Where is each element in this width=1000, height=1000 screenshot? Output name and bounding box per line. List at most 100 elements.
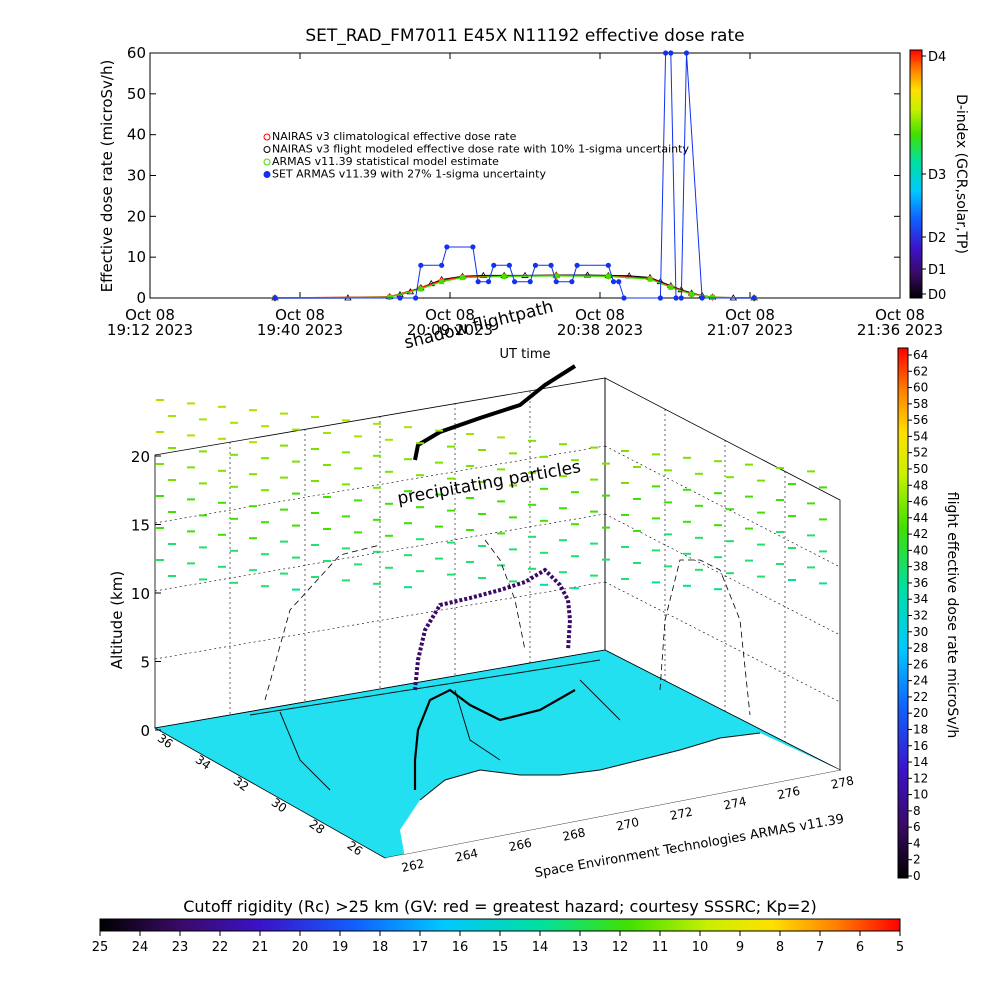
y-tick-label: 20: [127, 207, 146, 225]
dose-rate-tick-label: 52: [913, 446, 928, 460]
longitude-tick-label: 266: [508, 836, 533, 854]
rigidity-tick-label: 12: [612, 940, 629, 955]
dose-rate-tick-label: 12: [913, 771, 928, 785]
legend-marker: [263, 158, 271, 166]
dose-rate-tick-label: 62: [913, 364, 928, 378]
data-point: [511, 279, 518, 285]
data-point: [548, 262, 554, 268]
annotation-precipitating-particles: precipitating particles: [396, 457, 583, 509]
dose-rate-tick-label: 38: [913, 560, 928, 574]
rigidity-tick-label: 15: [492, 940, 509, 955]
rigidity-tick-label: 22: [212, 940, 229, 955]
data-point: [610, 279, 617, 285]
data-point: [668, 284, 674, 290]
y-tick-label: 0: [136, 289, 146, 307]
data-point: [569, 279, 575, 285]
longitude-tick-label: 264: [454, 846, 479, 864]
data-point: [678, 295, 684, 301]
dose-rate-tick-label: 64: [913, 348, 928, 362]
legend-marker: [263, 146, 271, 153]
data-point: [663, 50, 669, 56]
rigidity-tick-label: 8: [776, 940, 784, 955]
d-index-colorbar: [909, 49, 923, 299]
dose-rate-colorbar: [897, 347, 909, 879]
dose-rate-tick-label: 36: [913, 576, 928, 590]
data-point: [699, 295, 705, 301]
legend-entry: NAIRAS v3 climatological effective dose …: [272, 130, 517, 143]
data-point: [583, 271, 592, 278]
longitude-tick-label: 262: [400, 856, 425, 874]
dose-rate-tick-label: 40: [913, 543, 928, 557]
data-point: [470, 244, 476, 250]
altitude-ticks: 0 5 10 15 20: [131, 448, 161, 740]
dose-rate-tick-label: 8: [913, 804, 921, 818]
dose-rate-tick-label: 10: [913, 788, 928, 802]
dose-rate-colorbar-label: flight effective dose rate microSv/h: [944, 492, 960, 738]
data-point: [460, 275, 465, 281]
series-line: [274, 274, 755, 299]
rigidity-tick-label: 6: [856, 940, 864, 955]
longitude-tick-label: 270: [615, 815, 640, 833]
data-point: [418, 286, 424, 292]
rigidity-colorbar-ticks: 25 24 23 22 21 20 19 18 17 16 15 14 13 12 11 10 9 8 7 6 5: [92, 931, 904, 955]
rigidity-tick-label: 19: [332, 940, 349, 955]
legend-marker: [263, 171, 271, 178]
dose-rate-tick-label: 20: [913, 706, 928, 720]
x-tick-label: Oct 08: [425, 306, 475, 324]
data-point: [751, 295, 757, 301]
data-point: [418, 262, 424, 268]
legend-entry: ARMAS v11.39 statistical model estimate: [272, 155, 499, 168]
dose-rate-tick-label: 0: [913, 869, 921, 883]
d-index-tick-label: D4: [928, 50, 946, 65]
dose-rate-tick-label: 2: [913, 853, 921, 867]
data-point: [475, 279, 481, 285]
d-index-tick-label: D0: [928, 288, 946, 303]
d-index-tick-label: D2: [928, 231, 946, 246]
dose-rate-tick-label: 34: [913, 592, 928, 606]
rigidity-tick-label: 9: [736, 940, 744, 955]
x-tick-label: 20:38 2023: [557, 321, 643, 339]
shadow-flightpath: [413, 688, 576, 790]
legend-entry: SET ARMAS v11.39 with 27% 1-sigma uncert…: [272, 168, 546, 181]
data-point: [532, 262, 539, 268]
dose-rate-tick-label: 18: [913, 722, 928, 736]
rigidity-tick-label: 11: [652, 940, 669, 955]
data-point: [439, 262, 445, 268]
series-line: [275, 52, 755, 299]
rigidity-tick-label: 18: [372, 940, 389, 955]
data-point: [616, 279, 622, 285]
data-point: [501, 273, 507, 279]
altitude-tick-label: 15: [131, 517, 150, 535]
rigidity-colorbar: [99, 918, 901, 932]
dose-rate-tick-label: 50: [913, 462, 928, 476]
dose-rate-tick-label: 58: [913, 397, 928, 411]
flight-path-3d: [413, 567, 573, 691]
d-index-tick-label: D1: [928, 263, 946, 278]
x-tick-label: Oct 08: [125, 306, 175, 324]
altitude-tick-label: 10: [131, 585, 150, 603]
x-tick-label: Oct 08: [725, 306, 775, 324]
data-point: [605, 273, 611, 279]
data-point: [574, 262, 580, 268]
legend-entry: NAIRAS v3 flight modeled effective dose …: [272, 143, 689, 156]
series-layer: [271, 50, 758, 302]
flight-path-shadow-top: [413, 364, 577, 461]
x-tick-label: 19:12 2023: [107, 321, 193, 339]
legend-marker: [263, 133, 271, 141]
dose-rate-tick-label: 32: [913, 609, 928, 623]
data-point: [521, 271, 529, 278]
x-tick-label: 21:07 2023: [707, 321, 793, 339]
x-tick-label: 19:40 2023: [257, 321, 343, 339]
dose-rate-tick-label: 16: [913, 739, 928, 753]
d-index-tick-label: D3: [928, 168, 946, 183]
dose-rate-tick-label: 6: [913, 820, 921, 834]
longitude-tick-label: 272: [669, 805, 694, 823]
precipitating-particles: [156, 399, 827, 591]
dose-rate-tick-label: 44: [913, 511, 928, 525]
d-index-label: D-index (GCR,solar,TP): [953, 94, 969, 254]
data-point: [668, 50, 674, 56]
y-axis-ticks: 0 10 20 30 40 50 60: [127, 44, 900, 307]
